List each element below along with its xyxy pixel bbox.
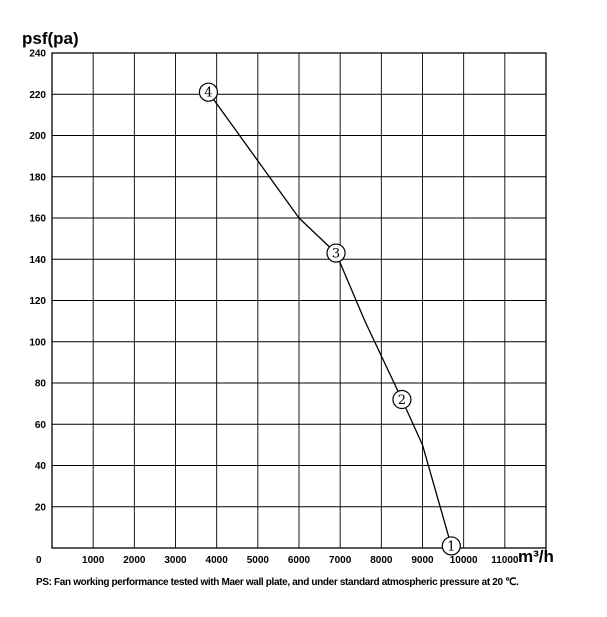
x-tick-label: 9000 xyxy=(411,555,434,566)
y-tick-label: 20 xyxy=(35,502,47,513)
marker-circle xyxy=(392,389,412,410)
footnote: PS: Fan working performance tested with … xyxy=(36,577,519,588)
y-tick-label: 240 xyxy=(29,49,46,60)
marker-label: 3 xyxy=(332,247,340,262)
y-tick-label: 180 xyxy=(29,172,46,183)
x-axis-unit-label: m³/h xyxy=(518,547,554,566)
y-tick-label: 120 xyxy=(29,296,46,307)
marker-point-1: 1 xyxy=(441,536,461,556)
marker-point-3: 3 xyxy=(326,243,346,263)
x-tick-label: 6000 xyxy=(288,555,311,566)
y-tick-label: 140 xyxy=(29,255,46,266)
marker-label: 2 xyxy=(398,393,406,408)
marker-point-4: 4 xyxy=(198,82,219,102)
marker-label: 1 xyxy=(447,539,455,554)
x-tick-label: 1000 xyxy=(82,555,105,566)
x-tick-label: 8000 xyxy=(370,555,393,566)
x-tick-label: 3000 xyxy=(164,555,187,566)
x-tick-label: 5000 xyxy=(247,555,270,566)
x-tick-label: 7000 xyxy=(329,555,352,566)
x-tick-label: 0 xyxy=(36,555,42,566)
marker-circle xyxy=(441,536,461,556)
marker-circle xyxy=(326,243,346,263)
y-tick-label: 220 xyxy=(29,90,46,101)
y-tick-label: 100 xyxy=(29,337,46,348)
y-tick-label: 60 xyxy=(35,420,47,431)
y-tick-label: 40 xyxy=(35,461,47,472)
y-tick-label: 80 xyxy=(35,379,47,390)
y-tick-label: 200 xyxy=(29,131,46,142)
marker-circle xyxy=(198,82,219,102)
marker-point-2: 2 xyxy=(392,389,412,410)
marker-layer: 1 2 3 4 xyxy=(198,82,461,556)
performance-curve xyxy=(207,91,452,547)
x-tick-label: 2000 xyxy=(123,555,146,566)
x-tick-label: 10000 xyxy=(450,555,478,566)
x-tick-label: 4000 xyxy=(206,555,229,566)
marker-label: 4 xyxy=(204,86,212,101)
x-tick-label: 11000 xyxy=(491,555,519,566)
y-tick-label: 160 xyxy=(29,214,46,225)
curve-layer xyxy=(207,91,452,547)
tick-layer: 0 1000 2000 3000 4000 5000 6000 7000 8000 9000 100… xyxy=(29,49,519,567)
y-axis-label: psf(pa) xyxy=(22,29,79,48)
grid xyxy=(51,52,547,553)
